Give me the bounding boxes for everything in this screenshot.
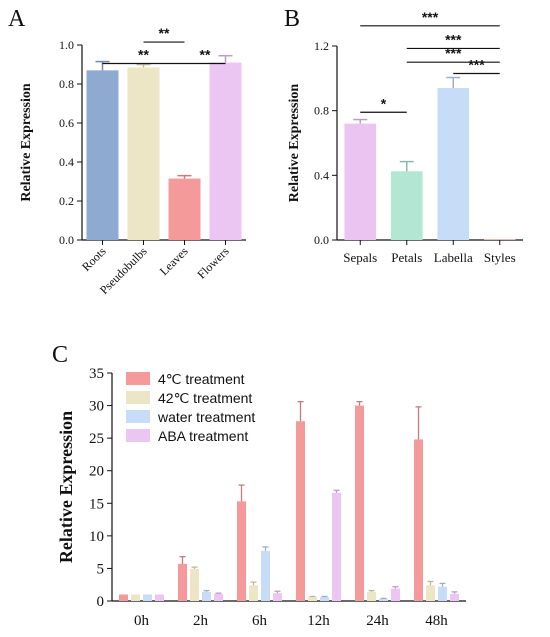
chart-b-significance-label: *** <box>445 45 462 61</box>
chart-a-xtick-label: Flowers <box>194 244 231 281</box>
chart-b-xtick-label: Labella <box>434 250 473 265</box>
chart-c-bar <box>355 405 364 601</box>
chart-a-significance-label: ** <box>138 47 149 63</box>
chart-c-bar <box>131 594 140 601</box>
chart-b: 0.0 0.4 0.8 1.2 Relative Expression Sepals Pet… <box>287 9 523 265</box>
chart-c-ytick-label: 15 <box>89 496 104 512</box>
chart-b-xtick-label: Styles <box>484 250 516 265</box>
chart-c-xtick-label: 6h <box>252 613 268 629</box>
chart-c-ytick-label: 30 <box>89 399 104 415</box>
chart-c-legend-swatch <box>126 391 150 404</box>
chart-a-xtick-label: Leaves <box>157 244 191 278</box>
panel-letter-c: C <box>52 342 68 368</box>
chart-c-bar <box>119 594 128 601</box>
chart-a-xtick-label: Roots <box>79 244 109 274</box>
panel-letter-b: B <box>284 6 300 32</box>
chart-b-xtick-label: Petals <box>391 250 422 265</box>
chart-a-bar-roots <box>86 70 119 240</box>
chart-c-bar <box>249 585 258 601</box>
chart-c-ytick-label: 25 <box>89 431 104 447</box>
chart-c-legend-label: water treatment <box>157 409 255 425</box>
chart-c-ytick-label: 20 <box>89 464 104 480</box>
chart-c-bar <box>379 599 388 601</box>
chart-b-ytick-label: 0.0 <box>314 233 329 247</box>
chart-a-ytick-label: 0.6 <box>59 116 74 130</box>
chart-a-significance-label: ** <box>200 47 211 63</box>
chart-c-bar <box>178 563 187 601</box>
chart-c-xtick-label: 48h <box>425 613 448 629</box>
chart-c-bar <box>438 586 447 601</box>
chart-c-bar <box>237 501 246 601</box>
chart-a-ytick-label: 0.4 <box>59 155 74 169</box>
chart-b-bar-labella <box>437 88 470 241</box>
chart-a-ytick-label: 0.0 <box>59 233 74 247</box>
chart-a-bar-flowers <box>209 62 242 240</box>
chart-c-ytick-label: 35 <box>89 366 104 382</box>
chart-c-bar <box>296 421 305 601</box>
chart-c-bar <box>202 591 211 601</box>
chart-c-xtick-label: 24h <box>366 613 389 629</box>
chart-c-ytick-label: 0 <box>97 594 105 610</box>
chart-c-legend-label: ABA treatment <box>158 428 248 444</box>
chart-c-bar <box>273 593 282 601</box>
chart-a-ytick-label: 1.0 <box>59 38 74 52</box>
chart-b-significance-label: *** <box>468 56 485 72</box>
chart-c-y-axis-label: Relative Expression <box>56 411 76 563</box>
chart-a-significance-label: ** <box>159 25 170 41</box>
chart-c-bar <box>450 593 459 601</box>
chart-c-legend-label: 4℃ treatment <box>158 371 245 387</box>
chart-b-bar-petals <box>390 171 423 240</box>
chart-a: 0.0 0.2 0.4 0.6 0.8 1.0 Relative Expression Roo… <box>19 25 246 297</box>
chart-c-bar <box>214 593 223 601</box>
chart-a-bar-leaves <box>168 178 201 240</box>
chart-a-y-axis-label: Relative Expression <box>19 83 34 202</box>
chart-c-legend-swatch <box>126 429 150 442</box>
chart-a-ytick-label: 0.2 <box>59 194 74 208</box>
chart-c-xtick-label: 0h <box>134 613 150 629</box>
chart-c-ytick-label: 5 <box>97 561 105 577</box>
chart-a-bar-pseudobulbs <box>127 67 160 240</box>
chart-c-legend-swatch <box>126 372 150 385</box>
chart-c-bar <box>308 597 317 601</box>
chart-b-bar-sepals <box>344 123 377 240</box>
chart-a-ytick-label: 0.8 <box>59 77 74 91</box>
chart-c-bar <box>426 585 435 601</box>
chart-c-bar <box>155 594 164 601</box>
chart-c-legend-label: 42℃ treatment <box>158 390 252 406</box>
chart-b-significance-label: *** <box>445 31 462 47</box>
chart-c-xtick-label: 12h <box>307 613 330 629</box>
chart-c-bar <box>320 597 329 601</box>
chart-c-bar <box>190 569 199 601</box>
chart-c: 0 5 10 15 20 25 30 35 Relative Expression 0h 2h 6h 1… <box>56 366 466 629</box>
chart-c-bar <box>391 588 400 601</box>
chart-c-bar <box>414 439 423 601</box>
chart-b-bar-styles <box>483 239 516 240</box>
chart-b-ytick-label: 0.8 <box>314 104 329 118</box>
chart-c-bar <box>367 591 376 601</box>
chart-b-ytick-label: 0.4 <box>314 168 329 182</box>
chart-b-xtick-label: Sepals <box>343 250 377 265</box>
chart-c-bar <box>143 594 152 601</box>
chart-c-xtick-label: 2h <box>193 613 209 629</box>
chart-b-significance-label: * <box>381 95 387 111</box>
chart-b-ytick-label: 1.2 <box>314 39 329 53</box>
chart-c-legend-swatch <box>126 410 150 423</box>
chart-c-bar <box>332 492 341 601</box>
chart-b-significance-label: *** <box>422 9 439 25</box>
chart-c-ytick-label: 10 <box>89 529 104 545</box>
chart-c-bar <box>261 550 270 601</box>
panel-letter-a: A <box>8 6 26 32</box>
chart-b-y-axis-label: Relative Expression <box>287 84 302 203</box>
